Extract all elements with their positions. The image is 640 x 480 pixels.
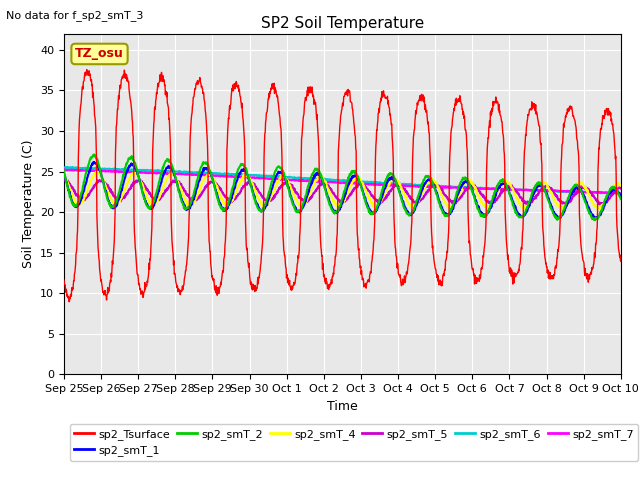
Y-axis label: Soil Temperature (C): Soil Temperature (C) [22, 140, 35, 268]
X-axis label: Time: Time [327, 400, 358, 413]
Text: No data for f_sp2_smT_3: No data for f_sp2_smT_3 [6, 10, 144, 21]
Text: TZ_osu: TZ_osu [75, 48, 124, 60]
Title: SP2 Soil Temperature: SP2 Soil Temperature [260, 16, 424, 31]
Legend: sp2_Tsurface, sp2_smT_1, sp2_smT_2, sp2_smT_4, sp2_smT_5, sp2_smT_6, sp2_smT_7: sp2_Tsurface, sp2_smT_1, sp2_smT_2, sp2_… [70, 424, 638, 460]
